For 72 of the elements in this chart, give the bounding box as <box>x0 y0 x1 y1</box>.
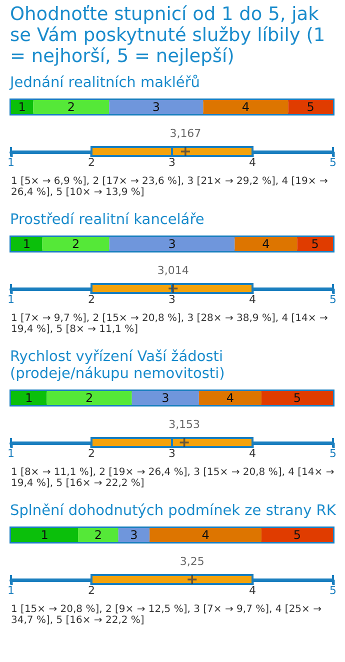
text: 1 [7× → 9,7 %], 2 [15× → 20,8 %], 3 [28× → 38,9 %], 4 [14× → 19,4 %], 5 [8× → 11,1 %] <box>11 313 329 335</box>
chart-title: Prostředí realitní kanceláře <box>10 212 206 229</box>
bar <box>198 391 262 405</box>
bar <box>46 391 132 405</box>
bar <box>78 528 118 542</box>
bar <box>150 528 262 542</box>
series-label: 3 <box>168 237 176 251</box>
x-tick-label: 2 <box>88 156 95 169</box>
x-tick-label: 4 <box>249 156 256 169</box>
series-label: 2 <box>67 100 76 114</box>
x-tick-label: 1 <box>8 584 14 597</box>
x-tick-label: 4 <box>249 447 256 460</box>
bar <box>297 237 333 251</box>
series-label: 3 <box>162 391 170 405</box>
bar <box>109 100 204 114</box>
bar <box>261 528 333 542</box>
bar <box>132 391 199 405</box>
series-label: 5 <box>293 391 302 405</box>
series-label: 1 <box>40 528 48 542</box>
series-label: 3 <box>130 528 138 542</box>
x-tick-label: 5 <box>330 156 336 169</box>
text: 3,153 <box>168 418 200 431</box>
x-tick-label: 4 <box>249 584 256 597</box>
chart-title: Rychlost vyřízení Vaší žádosti (prodeje/nákupu nemovitosti) <box>10 349 226 383</box>
bar <box>42 237 110 251</box>
x-tick-label: 2 <box>88 584 95 597</box>
series-label: 1 <box>22 237 30 251</box>
bar <box>11 391 47 405</box>
series-label: 5 <box>311 237 319 251</box>
bar <box>118 528 150 542</box>
bar <box>109 237 235 251</box>
text: 1 [8× → 11,1 %], 2 [19× → 26,4 %], 3 [15× → 20,8 %], 4 [14× → 19,4 %], 5 [16× → 22,2 %] <box>11 467 336 489</box>
bar <box>203 100 288 114</box>
x-tick-label: 5 <box>330 584 336 597</box>
text: 3,25 <box>180 555 204 568</box>
series-label: 5 <box>306 100 314 114</box>
text: 3,167 <box>170 127 202 140</box>
bar <box>11 237 42 251</box>
bar <box>33 100 110 114</box>
x-tick-label: 3 <box>168 447 176 460</box>
x-tick-label: 1 <box>8 293 14 306</box>
series-label: 2 <box>94 528 102 542</box>
series-label: 2 <box>72 237 80 251</box>
series-label: 2 <box>86 391 94 405</box>
series-label: 1 <box>25 391 33 405</box>
x-tick-label: 3 <box>168 156 176 169</box>
x-tick-label: 1 <box>8 447 14 460</box>
series-label: 4 <box>262 237 270 251</box>
text: 1 [5× → 6,9 %], 2 [17× → 23,6 %], 3 [21× → 29,2 %], 4 [19× → 26,4 %], 5 [10× → 13,9 %] <box>11 176 329 198</box>
x-tick-label: 2 <box>88 293 95 306</box>
chart-subtitle: Jednání realitních makléřů <box>10 75 201 92</box>
series-label: 5 <box>293 528 302 542</box>
bar <box>261 391 333 405</box>
bar <box>11 528 78 542</box>
bar <box>288 100 333 114</box>
bar <box>11 100 34 114</box>
text: 3,014 <box>157 264 189 277</box>
x-tick-label: 4 <box>249 293 256 306</box>
x-tick-label: 5 <box>330 447 336 460</box>
series-label: 3 <box>152 100 160 114</box>
x-tick-label: 2 <box>88 447 95 460</box>
chart-title: Ohodnoťte stupnicí od 1 do 5, jak se Vám poskytnuté služby líbily (1 = nejhorší, 5 = nejlepší) <box>10 4 326 67</box>
text: 1 [15× → 20,8 %], 2 [9× → 12,5 %], 3 [7× → 9,7 %], 4 [25× → 34,7 %], 5 [16× → 22,2 %] <box>11 604 322 626</box>
bar <box>234 237 298 251</box>
chart-title: Splnění dohodnutých podmínek ze strany RK <box>10 503 337 520</box>
x-tick-label: 5 <box>330 293 336 306</box>
series-label: 1 <box>18 100 26 114</box>
series-label: 4 <box>226 391 234 405</box>
x-tick-label: 3 <box>168 293 176 306</box>
series-label: 4 <box>202 528 210 542</box>
series-label: 4 <box>242 100 250 114</box>
x-tick-label: 1 <box>8 156 14 169</box>
